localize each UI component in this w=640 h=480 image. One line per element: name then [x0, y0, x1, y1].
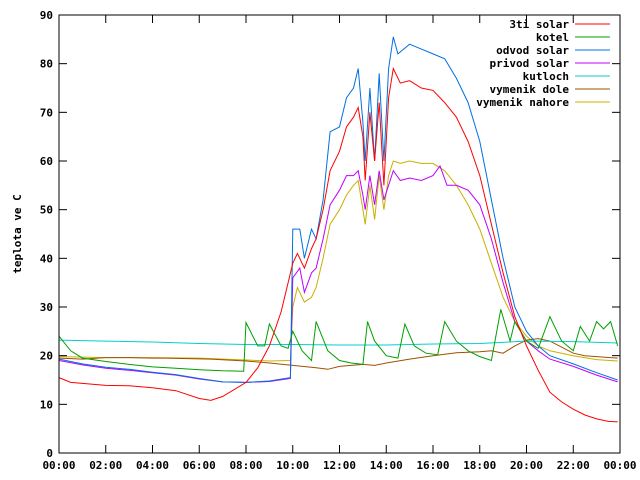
- series-line-odvod-solar: [58, 36, 618, 383]
- y-tick-label: 60: [40, 155, 53, 168]
- y-axis-label: teplota ve C: [11, 194, 24, 273]
- y-tick-label: 70: [40, 106, 53, 119]
- x-tick-label: 22:00: [557, 459, 590, 472]
- y-tick-label: 90: [40, 9, 53, 22]
- x-tick-label: 00:00: [603, 459, 636, 472]
- y-tick-label: 20: [40, 350, 53, 363]
- x-tick-label: 12:00: [323, 459, 356, 472]
- series-layer: [58, 36, 619, 423]
- series-line-vymenik-dole: [58, 338, 618, 370]
- x-tick-label: 16:00: [416, 459, 449, 472]
- series-line-vymenik-nahore: [58, 160, 618, 362]
- series-line-kotel: [58, 309, 619, 372]
- legend-label: kotel: [536, 31, 569, 44]
- ticks-layer: [58, 14, 621, 454]
- x-tick-label: 10:00: [276, 459, 309, 472]
- y-tick-label: 80: [40, 58, 53, 71]
- series-line-privod-solar: [58, 164, 618, 383]
- x-tick-label: 08:00: [229, 459, 262, 472]
- y-tick-label: 40: [40, 252, 53, 265]
- x-tick-label: 06:00: [183, 459, 216, 472]
- legend-label: 3ti solar: [509, 18, 569, 31]
- legend-label: privod solar: [490, 57, 570, 70]
- y-tick-label: 10: [40, 398, 53, 411]
- y-tick-label: 0: [46, 447, 53, 460]
- y-tick-label: 50: [40, 204, 53, 217]
- x-tick-label: 02:00: [89, 459, 122, 472]
- series-line-3ti-solar: [58, 66, 618, 423]
- x-tick-label: 18:00: [463, 459, 496, 472]
- legend-label: vymenik nahore: [476, 96, 569, 109]
- legend-label: vymenik dole: [490, 83, 570, 96]
- y-tick-label: 30: [40, 301, 53, 314]
- legend-label: odvod solar: [496, 44, 569, 57]
- legend-label: kutloch: [523, 70, 569, 83]
- x-tick-label: 14:00: [370, 459, 403, 472]
- x-tick-label: 04:00: [136, 459, 169, 472]
- x-tick-label: 20:00: [510, 459, 543, 472]
- tick-labels: 0 10 20 30 40 50 60 70 80 90 00:00 02:00 04:00 06:00 0…: [40, 9, 637, 472]
- x-tick-label: 00:00: [42, 459, 75, 472]
